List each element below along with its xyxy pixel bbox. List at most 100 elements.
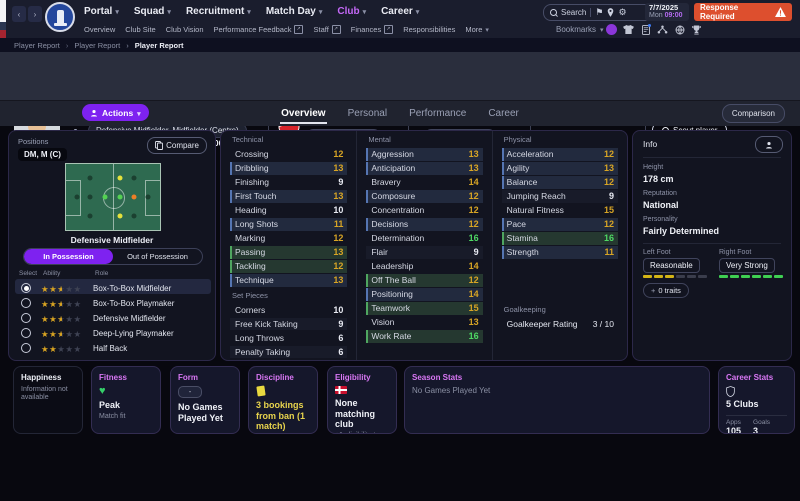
position-dot[interactable] xyxy=(131,194,137,200)
search-toolbar[interactable]: Search ⚑ ⚙ xyxy=(543,4,653,21)
attribute-value: 12 xyxy=(333,233,344,244)
nav-menu-item[interactable]: Portal xyxy=(84,6,119,17)
traits-chip[interactable]: 0 traits xyxy=(643,283,689,298)
possession-toggle-option[interactable]: In Possession xyxy=(24,249,113,264)
profile-tab[interactable]: Performance xyxy=(409,107,467,119)
everton-club-crest[interactable] xyxy=(45,2,75,32)
attribute-row: Heading 10 xyxy=(230,204,347,217)
possession-toggle-option[interactable]: Out of Possession xyxy=(127,252,188,261)
position-dot[interactable] xyxy=(131,175,137,181)
position-dot[interactable] xyxy=(117,194,123,200)
submenu-item[interactable]: Club Site xyxy=(125,25,155,34)
submenu-item[interactable]: Club Vision xyxy=(166,25,204,34)
attribute-value: 10 xyxy=(333,305,344,316)
role-row[interactable]: ★★ ★ ★★★ Deep-Lying Playmaker xyxy=(15,324,211,339)
form-card[interactable]: Form - No Games Played Yet xyxy=(170,366,240,434)
attribute-name: Marking xyxy=(235,233,266,244)
submenu-item[interactable]: Finances xyxy=(351,24,394,34)
career-stats-card[interactable]: Career Stats 5 Clubs Apps 105 Goals 3 xyxy=(718,366,795,434)
role-radio[interactable] xyxy=(21,298,31,308)
role-radio[interactable] xyxy=(21,313,31,323)
position-dot[interactable] xyxy=(117,175,123,181)
card-title: Happiness xyxy=(21,373,62,382)
trophy-icon[interactable] xyxy=(691,24,702,35)
profile-tab[interactable]: Personal xyxy=(347,107,388,119)
world-icon[interactable] xyxy=(674,24,685,35)
profile-tab[interactable]: Overview xyxy=(280,103,327,124)
menu-label: Portal xyxy=(84,5,113,17)
position-dot[interactable] xyxy=(102,194,108,200)
forward-button[interactable]: › xyxy=(28,6,42,22)
nav-menu-item[interactable]: Squad xyxy=(134,6,171,17)
submenu-item[interactable]: Responsibilities xyxy=(403,25,455,34)
role-row[interactable]: ★★ ★ ★★★ Box-To-Box Playmaker xyxy=(15,294,211,309)
position-dot[interactable] xyxy=(74,194,80,200)
position-dot[interactable] xyxy=(87,213,93,219)
nav-menu-item[interactable]: Career xyxy=(381,6,419,17)
chevron-down-icon xyxy=(600,25,604,34)
gear-icon[interactable]: ⚙ xyxy=(618,7,627,17)
game-date[interactable]: 7/7/2025 Mon 09:00 xyxy=(645,3,689,21)
position-dot[interactable] xyxy=(145,194,151,200)
position-dot[interactable] xyxy=(131,213,137,219)
role-row[interactable]: ★★ ★ ★★★ Defensive Midfielder xyxy=(15,309,211,324)
discipline-card[interactable]: Discipline 3 bookings from ban (1 match) xyxy=(248,366,318,434)
heart-icon: ♥ xyxy=(99,385,106,397)
eligibility-card[interactable]: Eligibility None matching club +1 eligib… xyxy=(327,366,397,434)
submenu-item[interactable]: Overview xyxy=(84,25,115,34)
role-row[interactable]: ★★★★★ Half Back xyxy=(15,339,211,354)
breadcrumb-item[interactable]: Player Report xyxy=(126,41,184,50)
divider xyxy=(643,157,781,158)
breadcrumb-item[interactable]: Player Report xyxy=(66,41,120,50)
response-required-button[interactable]: Response Required xyxy=(694,3,792,21)
breadcrumb-item[interactable]: Player Report xyxy=(14,40,60,50)
fitness-detail: Match fit xyxy=(99,412,126,420)
external-link-icon xyxy=(294,24,304,34)
attribute-value: 12 xyxy=(603,149,614,160)
fitness-card[interactable]: Fitness ♥ Peak Match fit xyxy=(91,366,161,434)
nav-menu-item[interactable]: Recruitment xyxy=(186,6,251,17)
submenu-label: More xyxy=(465,24,483,34)
submenu-item[interactable]: Performance Feedback xyxy=(214,24,304,34)
position-dot[interactable] xyxy=(87,175,93,181)
submenu-item[interactable]: More xyxy=(465,25,489,34)
nav-menu-item[interactable]: Match Day xyxy=(266,6,323,17)
position-dot[interactable] xyxy=(117,213,123,219)
manager-avatar-icon[interactable] xyxy=(606,24,617,35)
role-radio[interactable] xyxy=(21,343,31,353)
bookmark-flag-icon[interactable]: ⚑ xyxy=(595,7,604,17)
bookmarks-menu[interactable]: Bookmarks xyxy=(556,23,604,36)
actions-button[interactable]: Actions xyxy=(82,104,149,121)
divider xyxy=(590,8,592,17)
nav-menu-item[interactable]: Club xyxy=(337,6,366,17)
back-button[interactable]: ‹ xyxy=(12,6,26,22)
submenu-item[interactable]: Staff xyxy=(313,24,341,34)
map-pin-icon[interactable] xyxy=(607,8,614,17)
attribute-value: 13 xyxy=(603,163,614,174)
eligibility-status: None matching club xyxy=(335,398,376,430)
attribute-name: First Touch xyxy=(235,191,277,202)
attribute-name: Heading xyxy=(235,205,267,216)
fitness-status: Peak xyxy=(99,400,121,410)
divider xyxy=(530,110,531,146)
role-radio[interactable] xyxy=(21,328,31,338)
form-badge: - xyxy=(178,386,202,398)
profile-detail-button[interactable] xyxy=(755,136,783,153)
position-dot[interactable] xyxy=(87,194,93,200)
attribute-row: Composure 12 xyxy=(366,189,483,203)
tactics-icon[interactable] xyxy=(657,24,668,35)
kit-shirt-icon[interactable] xyxy=(623,24,634,35)
happiness-card[interactable]: Happiness Information not available xyxy=(13,366,83,434)
left-foot-value: Reasonable xyxy=(643,258,700,273)
compare-button[interactable]: Compare xyxy=(147,137,207,154)
season-stats-card[interactable]: Season Stats No Games Played Yet xyxy=(404,366,710,434)
goalkeeper-rating-value: 3 / 10 xyxy=(592,319,614,330)
divider xyxy=(268,110,269,146)
notes-icon[interactable] xyxy=(640,24,651,35)
comparison-button[interactable]: Comparison xyxy=(721,104,785,123)
role-radio[interactable] xyxy=(21,283,31,293)
profile-tab[interactable]: Career xyxy=(488,107,519,119)
role-row[interactable]: ★★ ★ ★★★ Box-To-Box Midfielder xyxy=(15,279,211,294)
search-input[interactable]: Search xyxy=(561,8,587,17)
